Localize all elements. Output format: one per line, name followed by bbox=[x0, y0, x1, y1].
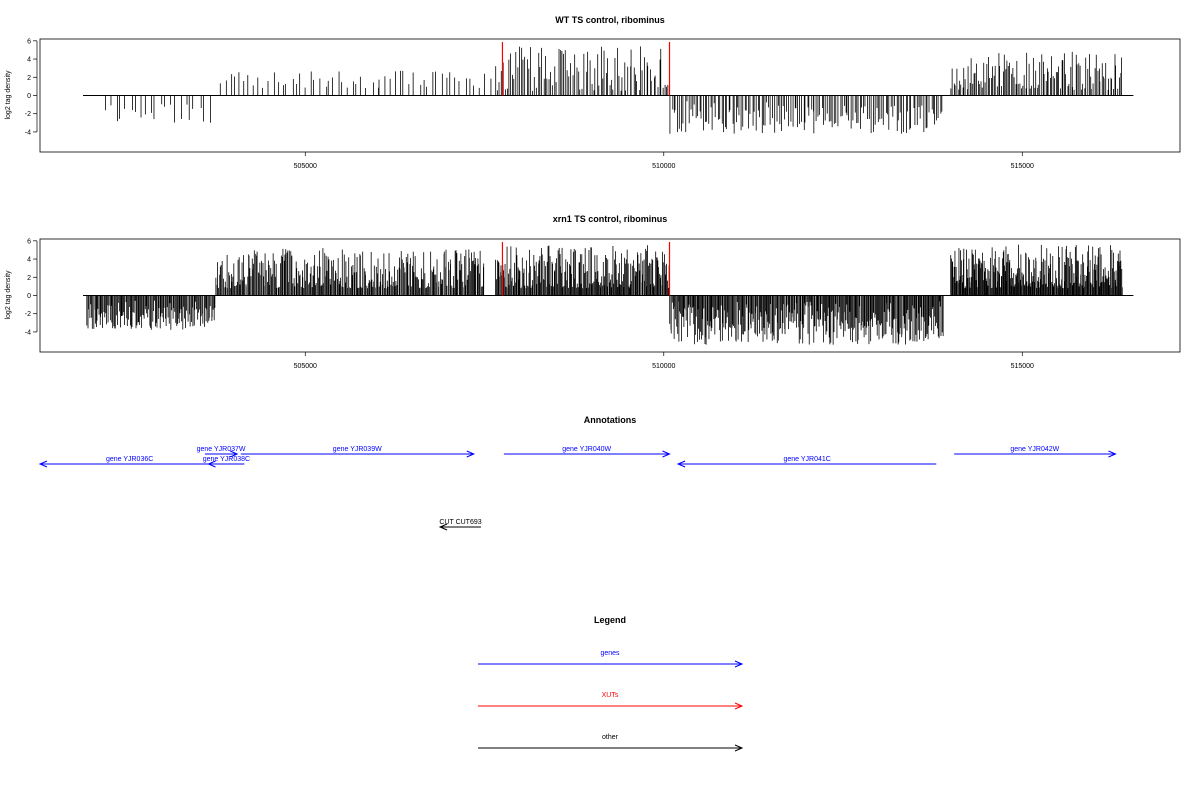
annotation-label: gene YJR037W bbox=[197, 446, 246, 453]
wt-y-tick-label: -2 bbox=[25, 111, 31, 118]
annotation-arrowhead bbox=[676, 460, 686, 468]
xrn1-x-tick-label: 505000 bbox=[294, 363, 317, 370]
xrn1-chart-title: xrn1 TS control, ribominus bbox=[553, 214, 668, 224]
xrn1-y-tick-label: 4 bbox=[27, 257, 31, 264]
annotation-arrowhead bbox=[229, 450, 239, 458]
annotation-arrowhead bbox=[438, 523, 448, 531]
annotation-label: gene YJR041C bbox=[783, 456, 830, 463]
wt-x-axis: 505000 510000 515000 bbox=[294, 152, 1034, 170]
wt-boundary-markers bbox=[501, 42, 671, 96]
xrn1-y-axis: -4 -2 0 2 4 6 bbox=[25, 238, 38, 336]
annotation-label: CUT CUT693 bbox=[439, 519, 481, 526]
xrn1-x-tick-label: 515000 bbox=[1011, 363, 1034, 370]
annotation-feature: gene YJR039W bbox=[240, 446, 476, 458]
xrn1-plot-frame bbox=[39, 238, 1181, 353]
annotation-label: gene YJR040W bbox=[562, 446, 611, 453]
legend-item: other bbox=[478, 734, 744, 752]
annotation-feature: gene YJR042W bbox=[954, 446, 1117, 458]
wt-y-axis: -4 -2 0 2 4 6 bbox=[25, 38, 38, 136]
wt-y-tick-label: 6 bbox=[27, 38, 31, 45]
wt-x-tick-label: 505000 bbox=[294, 163, 317, 170]
legend-item: genes bbox=[478, 650, 744, 668]
annotation-arrowhead bbox=[207, 460, 216, 468]
wt-y-tick-label: 0 bbox=[27, 93, 31, 100]
annotations-title: Annotations bbox=[584, 415, 637, 425]
annotation-feature: gene YJR040W bbox=[503, 446, 671, 458]
xrn1-y-tick-label: 6 bbox=[27, 238, 31, 245]
legend: Legend genes XUTs other bbox=[478, 615, 744, 752]
annotation-features: gene YJR036C gene YJR037W gene YJR038C gene… bbox=[38, 446, 1117, 531]
annotation-feature: gene YJR038C bbox=[203, 456, 250, 468]
wt-y-axis-label: log2 tag density bbox=[5, 70, 12, 120]
legend-item: XUTs bbox=[478, 692, 744, 710]
legend-label: XUTs bbox=[602, 692, 619, 699]
xrn1-y-tick-label: -4 bbox=[25, 329, 31, 336]
xrn1-boundary-markers bbox=[501, 242, 671, 296]
annotation-feature: gene YJR036C bbox=[38, 456, 220, 468]
annotation-arrowhead bbox=[1108, 450, 1117, 458]
legend-items: genes XUTs other bbox=[478, 650, 744, 752]
annotation-label: gene YJR036C bbox=[106, 456, 153, 463]
xrn1-y-axis-label: log2 tag density bbox=[5, 270, 12, 320]
annotation-feature: CUT CUT693 bbox=[438, 519, 482, 531]
xrn1-y-tick-label: -2 bbox=[25, 311, 31, 318]
xrn1-y-tick-label: 2 bbox=[27, 275, 31, 282]
xrn1-x-tick-label: 510000 bbox=[652, 363, 675, 370]
legend-arrowhead bbox=[734, 744, 744, 752]
wt-plot-frame bbox=[39, 38, 1181, 153]
wt-y-tick-label: -4 bbox=[25, 129, 31, 136]
wt-x-tick-label: 515000 bbox=[1011, 163, 1034, 170]
annotation-feature: gene YJR041C bbox=[676, 456, 937, 468]
wt-panel: WT TS control, ribominus log2 tag densit… bbox=[5, 15, 1181, 170]
wt-density-bars bbox=[83, 46, 1134, 134]
wt-chart-title: WT TS control, ribominus bbox=[555, 15, 665, 25]
annotation-label: gene YJR042W bbox=[1010, 446, 1059, 453]
legend-label: other bbox=[602, 734, 619, 741]
annotation-arrowhead bbox=[662, 450, 671, 458]
wt-x-tick-label: 510000 bbox=[652, 163, 675, 170]
wt-y-tick-label: 2 bbox=[27, 75, 31, 82]
xrn1-y-tick-label: 0 bbox=[27, 293, 31, 300]
annotation-label: gene YJR038C bbox=[203, 456, 250, 463]
xrn1-density-bars bbox=[83, 244, 1134, 345]
annotation-arrowhead bbox=[38, 460, 48, 468]
legend-arrowhead bbox=[734, 660, 744, 668]
annotation-label: gene YJR039W bbox=[333, 446, 382, 453]
legend-title: Legend bbox=[594, 615, 626, 625]
xrn1-x-axis: 505000 510000 515000 bbox=[294, 352, 1034, 370]
legend-arrowhead bbox=[734, 702, 744, 710]
xrn1-panel: xrn1 TS control, ribominus log2 tag dens… bbox=[5, 214, 1181, 370]
wt-y-tick-label: 4 bbox=[27, 57, 31, 64]
annotation-arrowhead bbox=[466, 450, 476, 458]
legend-label: genes bbox=[600, 650, 620, 657]
annotation-feature: gene YJR037W bbox=[197, 446, 246, 458]
